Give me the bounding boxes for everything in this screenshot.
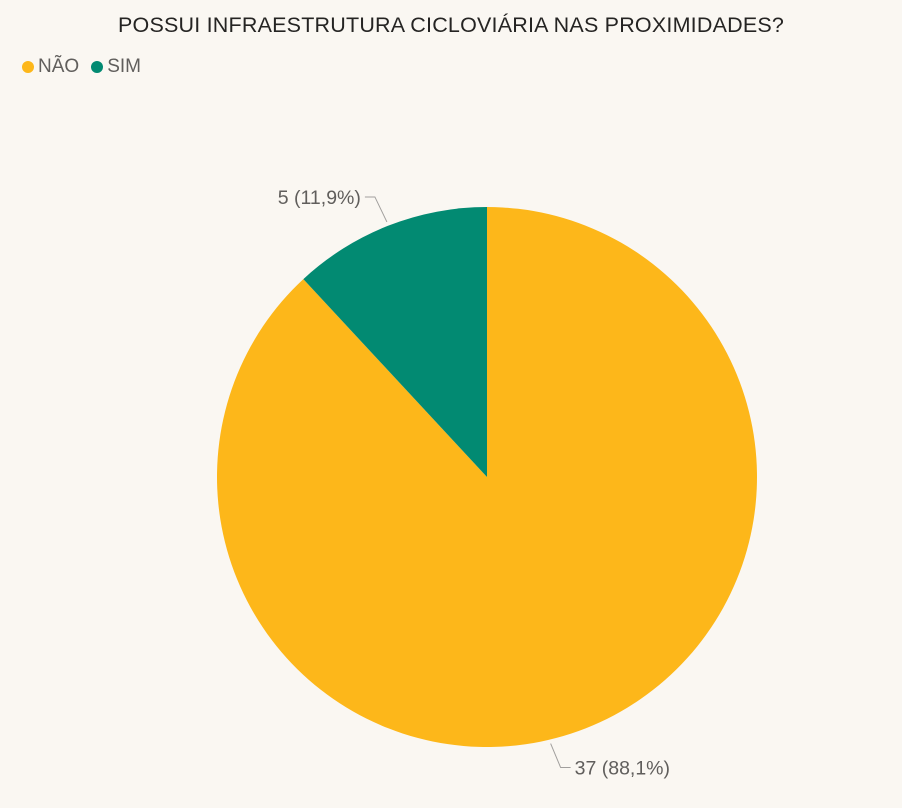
legend-label-nao: NÃO [38,56,80,77]
leader-line-sim [364,196,388,223]
legend-dot-nao [22,61,34,73]
pie-slice-sim[interactable] [303,207,487,477]
leader-line-nao [550,743,571,769]
data-label-nao: 37 (88,1%) [575,758,670,780]
legend: NÃO SIM [22,56,153,78]
legend-item-nao[interactable]: NÃO [22,56,79,78]
legend-item-sim[interactable]: SIM [91,56,141,78]
legend-label-sim: SIM [107,56,141,77]
pie-slice-nao[interactable] [216,207,757,747]
legend-dot-sim [91,61,104,73]
data-label-sim: 5 (11,9%) [278,187,361,209]
chart-title: POSSUI INFRAESTRUTURA CICLOVIÁRIA NAS PR… [118,13,785,37]
